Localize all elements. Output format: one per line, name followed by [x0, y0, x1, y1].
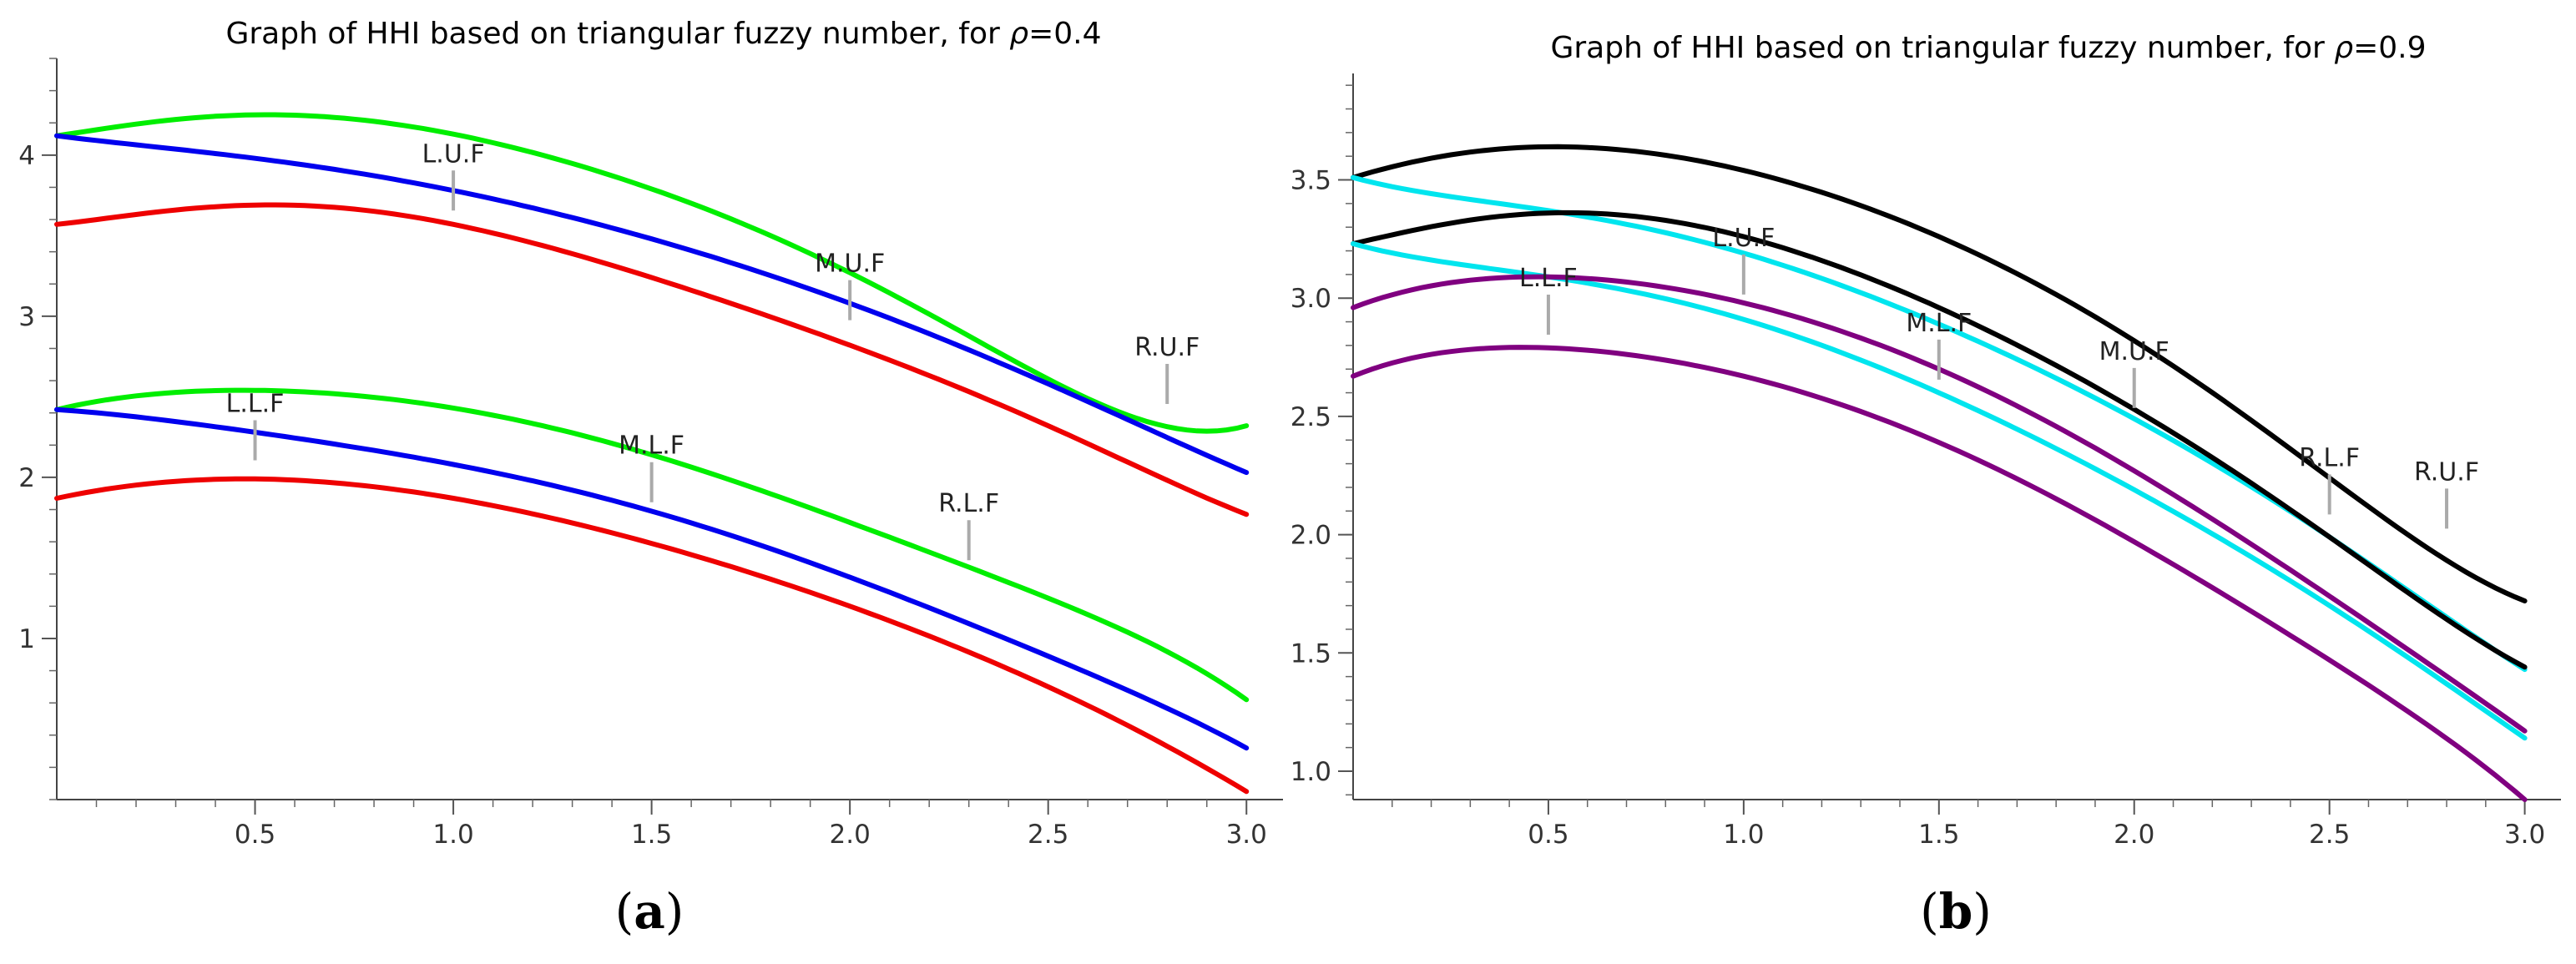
b-series-line-upper-middle [1351, 174, 2528, 673]
a-x-tick-label: 1.0 [432, 820, 473, 850]
b-y-tick-label: 3.5 [1291, 166, 1331, 196]
panel-b-chart: Graph of HHI based on triangular fuzzy n… [1291, 31, 2561, 850]
b-title-rho: ρ [2334, 31, 2353, 65]
a-annotation-label: R.U.F [1134, 333, 1200, 362]
caption-a-open: ( [615, 883, 634, 940]
a-y-tick-label: 1 [18, 624, 35, 654]
caption-b-open: ( [1920, 883, 1939, 940]
b-y-tick-label: 1.0 [1291, 757, 1331, 787]
b-title-value: =0.9 [2353, 31, 2426, 65]
caption-b-letter: b [1939, 883, 1973, 940]
b-annotation-label: L.U.F [1712, 224, 1775, 253]
a-annotation-label: M.L.F [619, 432, 684, 461]
b-y-tick-label: 2.0 [1291, 521, 1331, 551]
b-x-tick-label: 3.0 [2504, 820, 2545, 850]
b-title-text: Graph of HHI based on triangular fuzzy n… [1550, 31, 2334, 65]
a-title-value: =0.4 [1028, 17, 1101, 51]
panel-a-chart: Graph of HHI based on triangular fuzzy n… [18, 17, 1283, 850]
caption-a-letter: a [634, 883, 665, 940]
a-title-rho: ρ [1009, 17, 1028, 51]
a-annotation-label: M.U.F [815, 250, 885, 279]
a-series-line-lower-right [54, 387, 1250, 703]
a-y-tick-label: 2 [18, 463, 35, 493]
a-y-tick-label: 4 [18, 141, 35, 171]
b-series-line-upper-left [1351, 209, 2528, 670]
a-series-line-upper-right [54, 112, 1250, 434]
caption-b-close: ) [1972, 883, 1992, 940]
a-annotation-label: L.U.F [422, 139, 485, 169]
b-annotation-label: L.L.F [1519, 264, 1578, 293]
caption-a-close: ) [665, 883, 684, 940]
b-y-tick-label: 1.5 [1291, 638, 1331, 669]
a-y-tick-label: 3 [18, 302, 35, 332]
a-x-tick-label: 2.0 [830, 820, 871, 850]
b-x-tick-label: 1.0 [1723, 820, 1764, 850]
b-y-tick-label: 2.5 [1291, 402, 1331, 432]
b-x-tick-label: 2.0 [2114, 820, 2154, 850]
a-series-line-lower-left [54, 476, 1250, 795]
a-annotation-label: R.L.F [938, 489, 999, 518]
b-y-tick-label: 3.0 [1291, 284, 1331, 314]
b-x-tick-label: 0.5 [1528, 820, 1568, 850]
caption-a: (a) [615, 883, 684, 940]
b-series-line-lower-left [1351, 345, 2528, 802]
a-series-line-upper-left [54, 202, 1250, 517]
b-annotation-label: R.L.F [2299, 443, 2360, 472]
b-chart-title: Graph of HHI based on triangular fuzzy n… [1550, 31, 2426, 65]
b-x-tick-label: 2.5 [2309, 820, 2350, 850]
b-annotation-label: M.L.F [1906, 309, 1972, 338]
b-x-tick-label: 1.5 [1918, 820, 1959, 850]
a-x-tick-label: 1.5 [631, 820, 672, 850]
a-x-tick-label: 2.5 [1028, 820, 1068, 850]
a-x-tick-label: 0.5 [235, 820, 275, 850]
a-title-text: Graph of HHI based on triangular fuzzy n… [225, 17, 1009, 51]
b-annotation-label: M.U.F [2099, 337, 2169, 366]
b-annotation-label: R.U.F [2414, 457, 2479, 487]
caption-b: (b) [1920, 883, 1992, 940]
a-series-line-upper-middle [54, 133, 1250, 476]
a-chart-title: Graph of HHI based on triangular fuzzy n… [225, 17, 1101, 51]
a-annotation-label: L.L.F [226, 390, 285, 419]
a-x-tick-label: 3.0 [1226, 820, 1267, 850]
